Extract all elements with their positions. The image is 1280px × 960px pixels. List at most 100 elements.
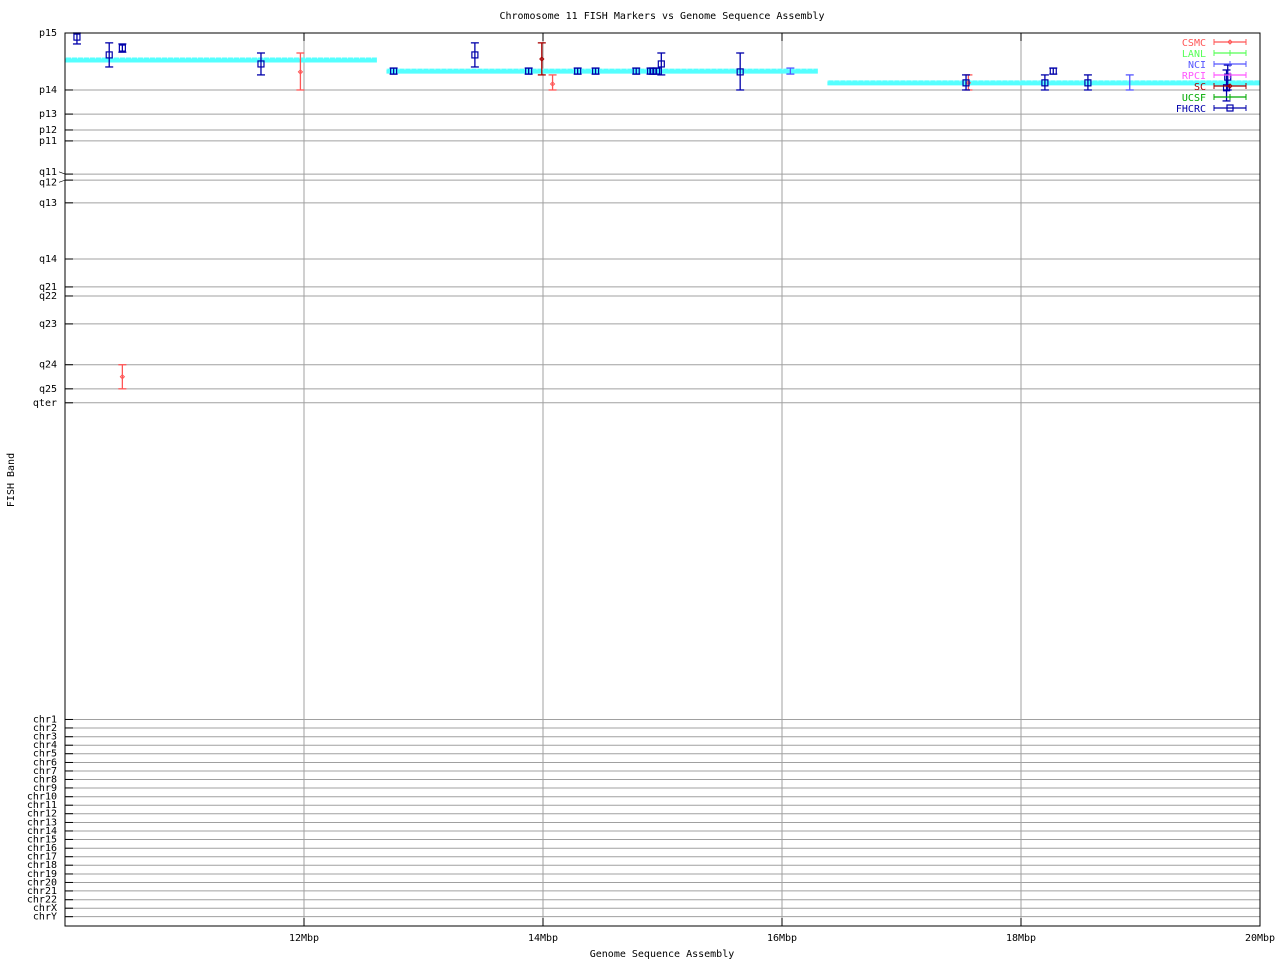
- y-tick-leader: [58, 179, 66, 183]
- point-marker: [539, 56, 545, 62]
- point-marker: [73, 33, 81, 41]
- legend-marker: [1227, 39, 1233, 45]
- y-tick-label: q12: [39, 177, 57, 188]
- y-tick-label: chr9: [33, 783, 57, 794]
- y-tick-label: chrX: [33, 903, 57, 914]
- y-tick-label: chr11: [27, 800, 57, 811]
- y-tick-label: chr2: [33, 723, 57, 734]
- data-point-fhcrc: [105, 42, 114, 68]
- point-marker: [965, 80, 972, 86]
- y-tick-label: q11: [39, 167, 57, 178]
- y-tick-label: chr15: [27, 834, 57, 845]
- y-tick-label: q21: [39, 282, 57, 293]
- y-axis-label: FISH Band: [6, 453, 17, 507]
- point-marker: [1041, 79, 1049, 87]
- y-tick-label: chr4: [33, 740, 57, 751]
- point-marker: [119, 374, 126, 380]
- data-point-fhcrc: [591, 67, 600, 75]
- legend-label: NCI: [1188, 60, 1206, 71]
- point-marker: [652, 67, 661, 75]
- data-point-fhcrc: [652, 67, 661, 75]
- y-tick-leader: [58, 171, 66, 175]
- x-tick-label: 12Mbp: [289, 933, 319, 944]
- point-marker: [1084, 79, 1092, 87]
- legend-entry-lanl: LANL: [1182, 49, 1247, 60]
- point-marker: [962, 79, 970, 87]
- y-tick-label: p12: [39, 125, 57, 136]
- data-point-csmc: [548, 74, 557, 91]
- legend-entry-nci: NCI: [1188, 60, 1247, 71]
- y-tick-label: chr12: [27, 809, 57, 820]
- data-point-nci: [786, 67, 795, 75]
- legend-label: CSMC: [1182, 38, 1206, 49]
- data-point-fhcrc: [470, 42, 479, 68]
- point-marker: [1049, 67, 1057, 75]
- y-tick-label: chr14: [27, 826, 57, 837]
- x-axis-label: Genome Sequence Assembly: [590, 949, 735, 960]
- data-point-fhcrc: [632, 67, 641, 75]
- legend-label: RPCI: [1182, 71, 1206, 82]
- data-point-fhcrc: [1083, 74, 1092, 91]
- x-tick-label: 18Mbp: [1006, 933, 1036, 944]
- data-point-csmc: [296, 52, 305, 91]
- data-points: [72, 32, 1232, 390]
- y-tick-label: chr22: [27, 895, 57, 906]
- legend-entry-sc: SC: [1194, 82, 1247, 93]
- y-tick-label: p13: [39, 109, 57, 120]
- point-marker: [390, 67, 398, 75]
- legend-label: LANL: [1182, 49, 1206, 60]
- point-marker: [657, 60, 665, 68]
- y-tick-label: chr1: [33, 714, 57, 725]
- plot-border: [64, 32, 1261, 927]
- legend-label: SC: [1194, 82, 1206, 93]
- band-segments: [65, 57, 1260, 86]
- data-point-nci: [1125, 74, 1134, 91]
- y-tick-label: q13: [39, 198, 57, 209]
- point-marker: [471, 51, 479, 59]
- legend-entry-ucsf: UCSF: [1182, 93, 1247, 104]
- point-marker: [105, 51, 113, 59]
- y-tick-label: chr21: [27, 886, 57, 897]
- point-marker: [736, 68, 744, 76]
- y-tick-label: chr8: [33, 774, 57, 785]
- point-marker: [591, 67, 600, 75]
- y-tick-label: chr10: [27, 792, 57, 803]
- y-tick-label: q24: [39, 360, 57, 371]
- data-point-csmc: [118, 364, 127, 390]
- y-tick-label: chr6: [33, 757, 57, 768]
- y-tick-label: p14: [39, 85, 57, 96]
- y-tick-label: chr16: [27, 843, 57, 854]
- y-tick-label: chr19: [27, 869, 57, 880]
- y-tick-label: p15: [39, 28, 57, 39]
- data-point-fhcrc: [1049, 67, 1058, 75]
- point-marker: [297, 69, 304, 75]
- y-tick-label: chr17: [27, 852, 57, 863]
- point-marker: [1224, 73, 1232, 81]
- y-tick-label: qter: [33, 398, 57, 409]
- legend-entry-csmc: CSMC: [1182, 38, 1247, 49]
- data-point-fhcrc: [1040, 74, 1049, 91]
- y-tick-label: chr18: [27, 860, 57, 871]
- y-tick-label: chr5: [33, 749, 57, 760]
- data-point-fhcrc: [118, 43, 127, 53]
- point-marker: [549, 81, 556, 87]
- x-tick-label: 20Mbp: [1245, 933, 1275, 944]
- data-point-fhcrc: [657, 52, 666, 76]
- legend-entry-fhcrc: FHCRC: [1176, 104, 1247, 115]
- y-tick-label: q23: [39, 319, 57, 330]
- data-point-fhcrc: [736, 52, 745, 91]
- y-tick-label: chr7: [33, 766, 57, 777]
- legend-entry-rpci: RPCI: [1182, 71, 1247, 82]
- data-point-fhcrc: [573, 67, 582, 75]
- point-marker: [257, 60, 265, 68]
- x-tick-label: 14Mbp: [528, 933, 558, 944]
- y-tick-label: chr3: [33, 732, 57, 743]
- legend-marker: [1227, 83, 1233, 89]
- data-point-fhcrc: [72, 32, 81, 45]
- y-tick-label: chr20: [27, 877, 57, 888]
- y-tick-label: q22: [39, 291, 57, 302]
- data-point-fhcrc: [962, 74, 971, 91]
- data-point-sc: [537, 42, 546, 76]
